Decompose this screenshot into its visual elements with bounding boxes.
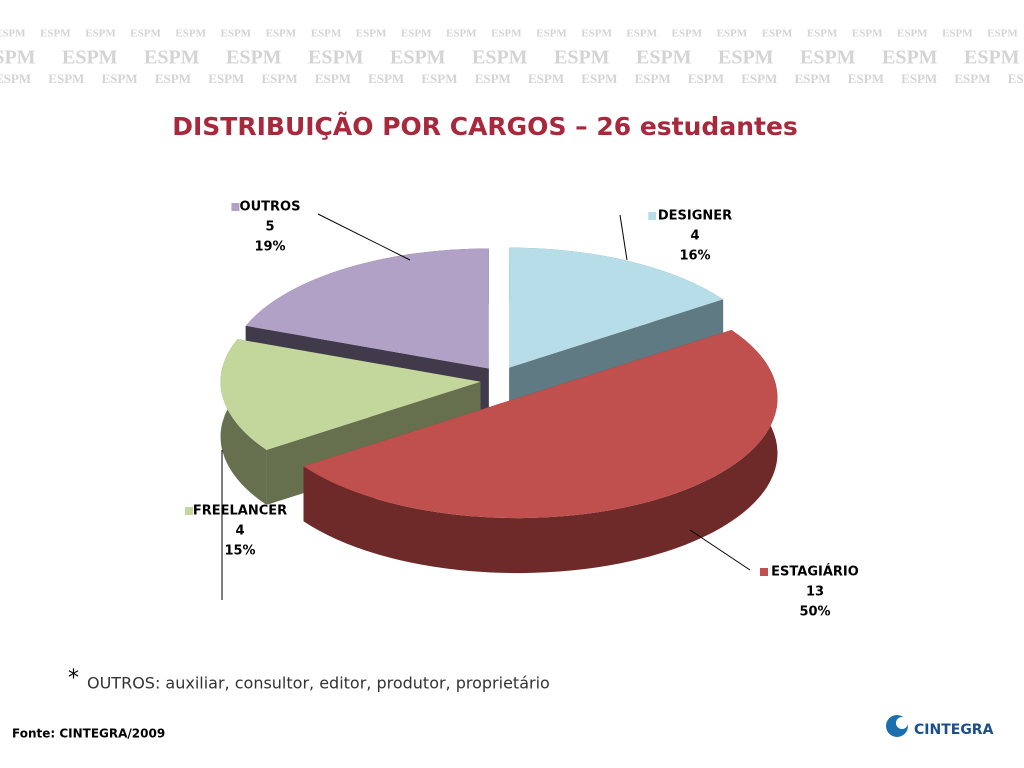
- brand-pattern: ESPM: [266, 28, 297, 40]
- slice: [509, 247, 724, 368]
- brand-pattern: ESPM: [882, 47, 938, 69]
- brand-pattern: ESPM: [672, 28, 703, 40]
- brand-pattern: ESPM: [475, 71, 511, 86]
- value-label: 4: [690, 229, 699, 244]
- brand-pattern: ESPM: [85, 28, 116, 40]
- footnote-marker: *: [68, 666, 79, 691]
- brand-pattern: ESPM: [130, 28, 161, 40]
- percent-label: 16%: [679, 249, 710, 264]
- leader-line: [689, 529, 751, 571]
- brand-pattern: ESPM: [800, 47, 856, 69]
- brand-pattern: ESPM: [536, 28, 567, 40]
- logo: CINTEGRA: [914, 722, 994, 738]
- brand-pattern: ESPM: [208, 71, 244, 86]
- brand-pattern: ESPM: [40, 28, 71, 40]
- brand-pattern: ESPM: [718, 47, 774, 69]
- brand-pattern: ESPM: [262, 71, 298, 86]
- leader-line: [619, 214, 628, 261]
- category-label: DESIGNER: [658, 209, 732, 224]
- category-label: ESTAGIÁRIO: [771, 564, 859, 580]
- brand-pattern: ESPM: [848, 71, 884, 86]
- brand-pattern: ESPM: [987, 28, 1018, 40]
- leader-line: [317, 213, 411, 261]
- brand-pattern: ESPM: [554, 47, 610, 69]
- brand-logo: ESPM: [144, 47, 200, 69]
- brand-pattern: ESPM: [308, 47, 364, 69]
- brand-pattern: ESPM: [226, 47, 282, 69]
- value-label: 4: [235, 524, 244, 539]
- brand-pattern: ESPM: [102, 71, 138, 86]
- brand-pattern: ESPM: [942, 28, 973, 40]
- value-label: 5: [265, 220, 274, 235]
- brand-pattern: ESPM: [1008, 71, 1024, 86]
- brand-pattern: ESPM: [401, 28, 432, 40]
- brand-pattern: ESPM: [688, 71, 724, 86]
- brand-pattern: ESPM: [741, 71, 777, 86]
- header-band: ESPM ESPM ESPM ESPM ESPM ESPM ESPM ESPM ESPM ESPM…: [0, 28, 1024, 86]
- brand-pattern: ESPM: [581, 28, 612, 40]
- brand-pattern: ESPM: [48, 71, 84, 86]
- brand-pattern: ESPM: [356, 28, 387, 40]
- footnote: OUTROS: auxiliar, consultor, editor, pro…: [87, 674, 550, 693]
- pie-chart: DESIGNER 4 16% ESTAGIÁRIO 13 50% FREELANCER 4 15…: [185, 200, 859, 620]
- brand-pattern: ESPM: [901, 71, 937, 86]
- percent-label: 19%: [254, 240, 285, 255]
- brand-pattern: ESPM: [0, 71, 31, 86]
- brand-pattern: ESPM: [421, 71, 457, 86]
- brand-pattern: ESPM: [635, 71, 671, 86]
- brand-pattern: ESPM: [221, 28, 252, 40]
- slice: [303, 329, 778, 519]
- legend-swatch: [185, 507, 193, 515]
- brand-pattern: ESPM: [315, 71, 351, 86]
- value-label: 13: [806, 585, 824, 600]
- brand-pattern: ESPM: [954, 71, 990, 86]
- percent-label: 15%: [224, 544, 255, 559]
- brand-pattern: ESPM: [717, 28, 748, 40]
- brand-pattern: ESPM: [155, 71, 191, 86]
- brand-pattern: ESPM: [964, 47, 1020, 69]
- logo-icon-inner: [896, 717, 908, 729]
- legend-swatch: [648, 212, 657, 220]
- legend-swatch: [760, 568, 768, 576]
- brand-pattern: ESPM: [491, 28, 522, 40]
- source: Fonte: CINTEGRA/2009: [12, 727, 165, 741]
- brand-pattern: ESPM: [636, 47, 692, 69]
- legend-swatch: [231, 203, 240, 211]
- brand-pattern: ESPM: [62, 47, 118, 69]
- slice: [245, 248, 489, 369]
- brand-pattern: ESPM: [852, 28, 883, 40]
- chart-title: DISTRIBUIÇÃO POR CARGOS – 26 estudantes: [172, 112, 798, 141]
- brand-pattern: ESPM: [581, 71, 617, 86]
- percent-label: 50%: [799, 605, 830, 620]
- brand-pattern: ESPM: [0, 47, 36, 69]
- brand-pattern: ESPM: [897, 28, 928, 40]
- brand-pattern: ESPM: [472, 47, 528, 69]
- slice: [220, 339, 481, 450]
- brand-pattern: ESPM: [0, 28, 26, 40]
- brand-pattern: ESPM: [311, 28, 342, 40]
- brand-pattern: ESPM: [762, 28, 793, 40]
- brand-pattern: ESPM: [528, 71, 564, 86]
- brand-pattern: ESPM: [626, 28, 657, 40]
- category-label: FREELANCER: [193, 504, 287, 519]
- brand-pattern: ESPM: [807, 28, 838, 40]
- slice-side: [303, 329, 778, 574]
- brand-pattern: ESPM: [175, 28, 206, 40]
- brand-pattern: ESPM: [446, 28, 477, 40]
- brand-pattern: ESPM: [390, 47, 446, 69]
- category-label: OUTROS: [240, 200, 301, 215]
- brand-pattern: ESPM: [795, 71, 831, 86]
- brand-pattern: ESPM: [368, 71, 404, 86]
